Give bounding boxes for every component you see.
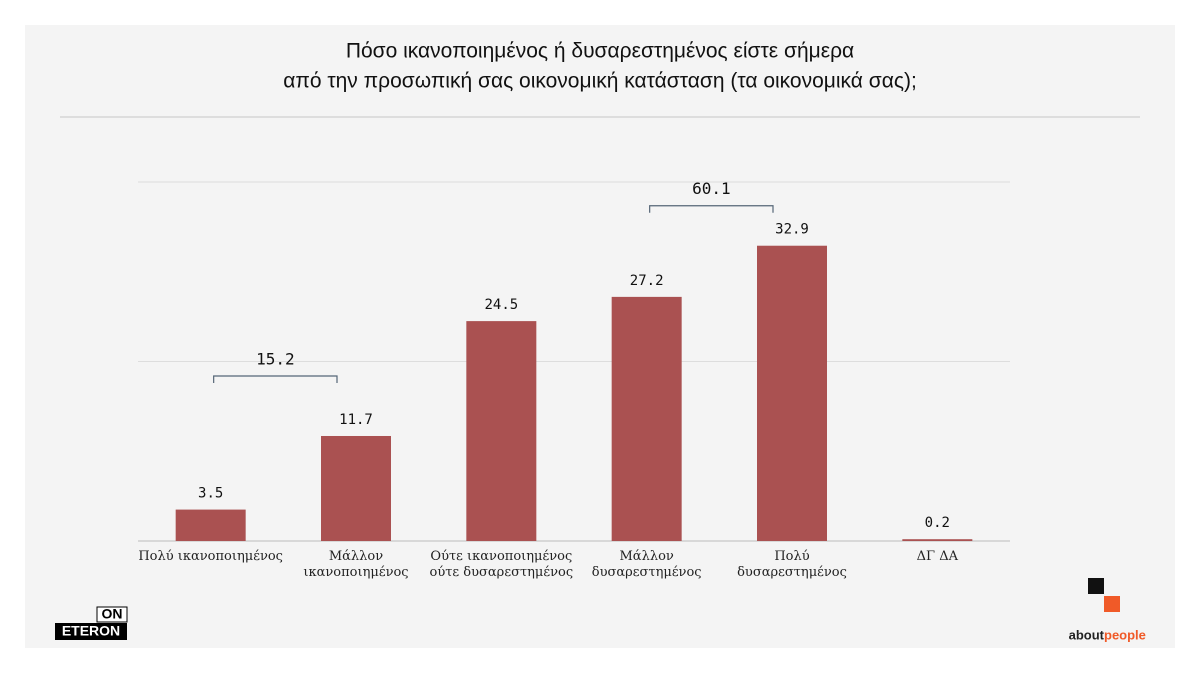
logo-left: ON ETERON — [55, 606, 128, 640]
bar — [902, 539, 973, 541]
sum-bracket — [213, 375, 338, 383]
sum-bracket — [649, 205, 774, 213]
value-label: 32.9 — [775, 222, 809, 238]
logo-text: about — [1069, 627, 1105, 642]
bar — [175, 509, 246, 541]
logo-text: people — [1104, 627, 1146, 642]
logo-right: about people — [1069, 578, 1146, 642]
value-label: 11.7 — [339, 412, 373, 428]
bar — [611, 296, 682, 541]
x-tick-label: Ούτε ικανοποιημένος ούτε δυσαρεστημένος — [429, 549, 574, 580]
sum-label: 15.2 — [256, 349, 295, 368]
panel — [25, 25, 1175, 648]
value-label: 27.2 — [630, 273, 664, 289]
x-tick-label: Πολύ δυσαρεστημένος — [737, 549, 847, 580]
x-tick-label: ΔΓ ΔΑ — [916, 549, 958, 564]
logo-box — [96, 606, 128, 623]
value-label: 24.5 — [484, 297, 518, 313]
x-tick-label: Μάλλον δυσαρεστημένος — [591, 549, 702, 580]
value-label: 0.2 — [925, 515, 950, 531]
x-tick-label: Μάλλον ικανοποιημένος — [303, 549, 409, 580]
bar — [757, 245, 827, 541]
logo-icon — [1088, 578, 1104, 594]
x-tick-label: Πολύ ικανοποιημένος — [138, 549, 283, 564]
logo-text: ON — [102, 606, 123, 622]
chart-title: Πόσο ικανοποιημένος ή δυσαρεστημένος είσ… — [346, 40, 854, 63]
logo-text: ETERON — [62, 623, 120, 639]
bar — [466, 321, 537, 541]
logo-icon — [1104, 596, 1120, 612]
chart-title: από την προσωπική σας οικονομική κατάστα… — [283, 70, 917, 93]
sum-label: 60.1 — [692, 179, 731, 198]
bar — [321, 435, 391, 541]
logo-box — [55, 623, 127, 640]
value-label: 3.5 — [198, 486, 223, 502]
